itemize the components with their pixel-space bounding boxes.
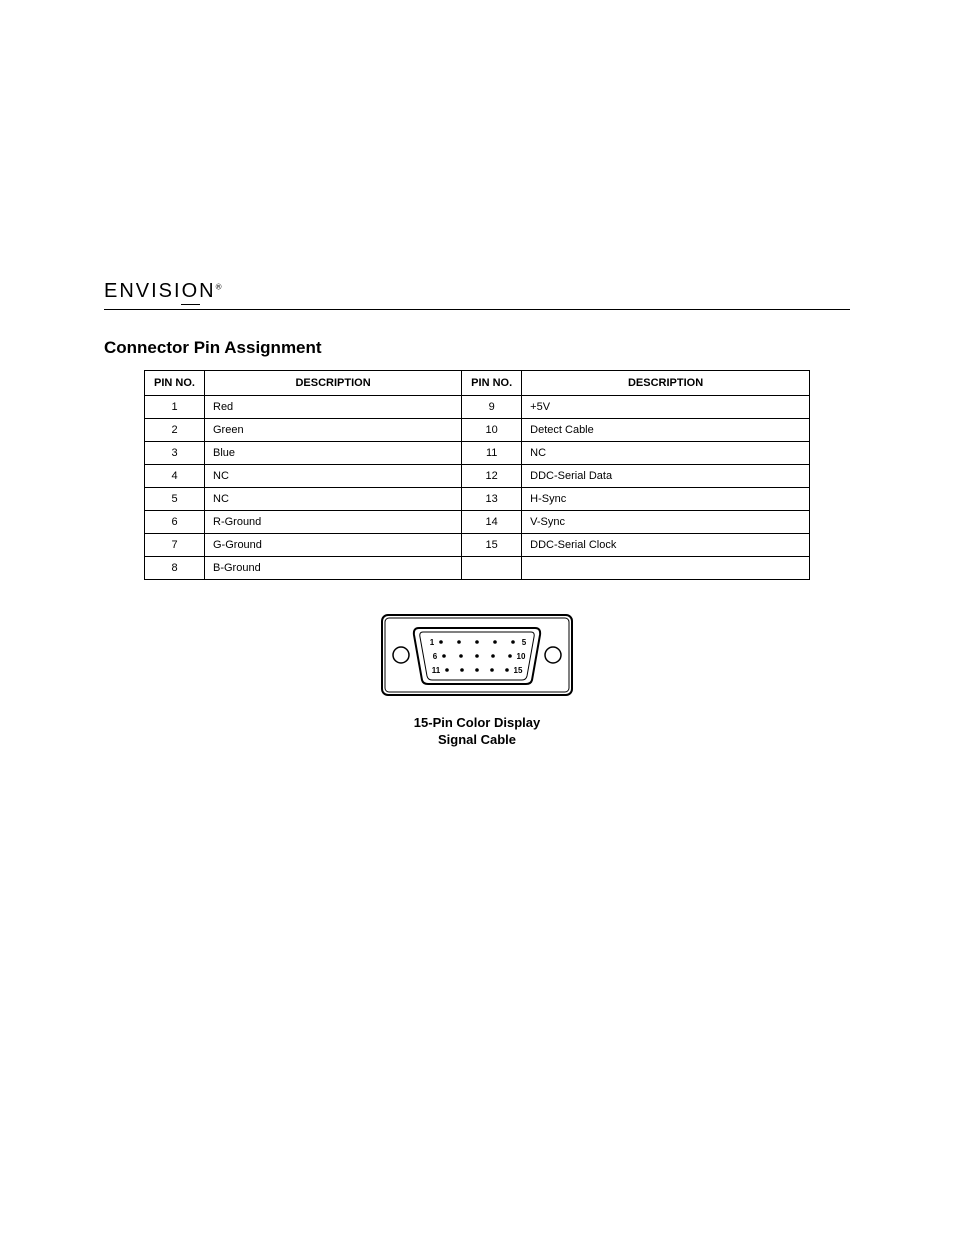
page: ENVISION® Connector Pin Assignment PIN N… [0, 0, 954, 749]
cell-desc: Red [205, 396, 462, 419]
pin-label-11: 11 [432, 666, 441, 675]
pin-table-wrap: PIN NO. DESCRIPTION PIN NO. DESCRIPTION … [104, 370, 850, 580]
cell-desc: R-Ground [205, 511, 462, 534]
table-row: 2 Green 10 Detect Cable [145, 419, 810, 442]
cell-pin: 5 [145, 488, 205, 511]
col-desc-b: DESCRIPTION [522, 371, 810, 396]
cell-desc [522, 557, 810, 580]
cell-pin: 1 [145, 396, 205, 419]
cell-pin: 10 [462, 419, 522, 442]
connector-diagram-wrap: 1 5 6 10 11 [104, 610, 850, 749]
brand-logo: ENVISION® [104, 280, 850, 303]
pin-label-5: 5 [522, 638, 527, 647]
table-row: 5 NC 13 H-Sync [145, 488, 810, 511]
table-header-row: PIN NO. DESCRIPTION PIN NO. DESCRIPTION [145, 371, 810, 396]
cell-desc: Green [205, 419, 462, 442]
section-title: Connector Pin Assignment [104, 338, 850, 358]
col-pin-b: PIN NO. [462, 371, 522, 396]
pin-label-1: 1 [430, 638, 435, 647]
cell-desc: G-Ground [205, 534, 462, 557]
pin-assignment-table: PIN NO. DESCRIPTION PIN NO. DESCRIPTION … [144, 370, 810, 580]
pin-row-2: 6 10 [433, 652, 526, 661]
pin-row-1: 1 5 [430, 638, 527, 647]
pin-row-3: 11 15 [432, 666, 523, 675]
connector-diagram: 1 5 6 10 11 [377, 610, 577, 700]
cell-pin: 4 [145, 465, 205, 488]
cell-pin: 14 [462, 511, 522, 534]
cell-pin: 3 [145, 442, 205, 465]
connector-caption: 15-Pin Color Display Signal Cable [104, 715, 850, 749]
cell-pin: 9 [462, 396, 522, 419]
logo-text: ENVISION® [104, 280, 224, 302]
col-pin-a: PIN NO. [145, 371, 205, 396]
cell-desc: Detect Cable [522, 419, 810, 442]
caption-line-2: Signal Cable [438, 732, 516, 747]
cell-desc: H-Sync [522, 488, 810, 511]
cell-pin: 13 [462, 488, 522, 511]
caption-line-1: 15-Pin Color Display [414, 715, 540, 730]
table-row: 8 B-Ground [145, 557, 810, 580]
cell-pin: 12 [462, 465, 522, 488]
col-desc-a: DESCRIPTION [205, 371, 462, 396]
cell-desc: DDC-Serial Data [522, 465, 810, 488]
cell-desc: Blue [205, 442, 462, 465]
header-divider [104, 309, 850, 310]
cell-pin: 6 [145, 511, 205, 534]
cell-desc: NC [522, 442, 810, 465]
table-row: 4 NC 12 DDC-Serial Data [145, 465, 810, 488]
pin-label-6: 6 [433, 652, 438, 661]
table-row: 7 G-Ground 15 DDC-Serial Clock [145, 534, 810, 557]
table-row: 3 Blue 11 NC [145, 442, 810, 465]
cell-desc: NC [205, 465, 462, 488]
cell-pin: 2 [145, 419, 205, 442]
pin-label-15: 15 [514, 666, 523, 675]
table-row: 1 Red 9 +5V [145, 396, 810, 419]
cell-pin: 7 [145, 534, 205, 557]
cell-pin: 11 [462, 442, 522, 465]
cell-pin: 8 [145, 557, 205, 580]
cell-desc: B-Ground [205, 557, 462, 580]
cell-pin [462, 557, 522, 580]
cell-desc: DDC-Serial Clock [522, 534, 810, 557]
pin-label-10: 10 [517, 652, 526, 661]
cell-desc: V-Sync [522, 511, 810, 534]
cell-desc: +5V [522, 396, 810, 419]
table-row: 6 R-Ground 14 V-Sync [145, 511, 810, 534]
cell-desc: NC [205, 488, 462, 511]
cell-pin: 15 [462, 534, 522, 557]
